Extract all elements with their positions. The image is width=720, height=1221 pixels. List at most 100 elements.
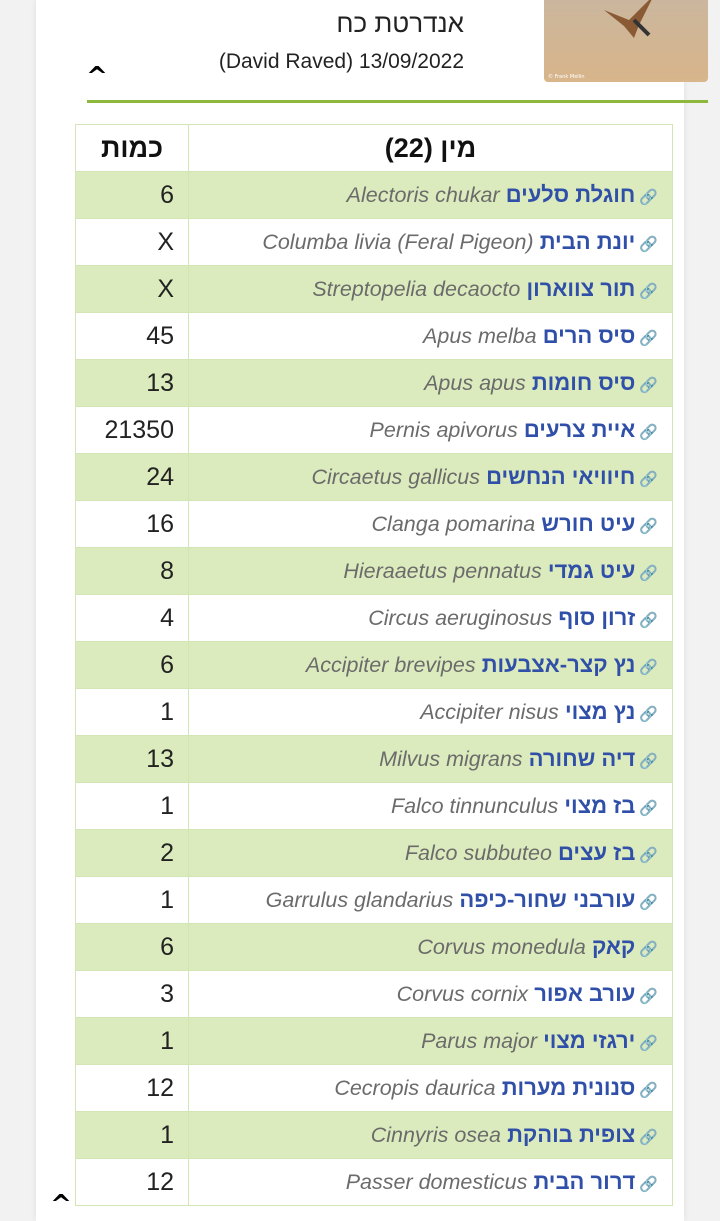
species-latin: Circus aeruginosus [368,606,553,630]
species-cell: 🔗בז מצוי Falco tinnunculus [188,782,673,830]
species-hebrew-link[interactable]: נץ מצוי [564,699,636,724]
link-icon[interactable]: 🔗 [639,941,658,958]
species-hebrew-link[interactable]: עורבני שחור-כיפה [459,887,636,912]
species-hebrew-link[interactable]: ירגזי מצוי [543,1028,636,1053]
table-row: 🔗חיוויאי הנחשים Circaetus gallicus 24 [75,453,673,501]
table-row: 🔗בז עצים Falco subbuteo 2 [75,829,673,877]
link-icon[interactable]: 🔗 [639,236,658,253]
table-row: 🔗צופית בוהקת Cinnyris osea 1 [75,1111,673,1159]
qty-cell: 8 [75,547,189,595]
qty-cell: 21350 [75,406,189,454]
link-icon[interactable]: 🔗 [639,847,658,864]
divider [87,100,708,103]
link-icon[interactable]: 🔗 [639,800,658,817]
species-cell: 🔗נץ קצר-אצבעות Accipiter brevipes [188,641,673,689]
species-hebrew-link[interactable]: נץ קצר-אצבעות [481,652,636,677]
species-latin: Corvus monedula [417,935,586,959]
species-hebrew-link[interactable]: יונת הבית [539,229,636,254]
species-latin: Apus melba [423,324,537,348]
species-latin: Falco subbuteo [404,841,552,865]
link-icon[interactable]: 🔗 [639,189,658,206]
link-icon[interactable]: 🔗 [639,518,658,535]
species-cell: 🔗דרור הבית Passer domesticus [188,1158,673,1206]
link-icon[interactable]: 🔗 [639,471,658,488]
link-icon[interactable]: 🔗 [639,894,658,911]
qty-cell: 12 [75,1158,189,1206]
species-latin: Cecropis daurica [334,1076,496,1100]
link-icon[interactable]: 🔗 [639,377,658,394]
species-latin: Falco tinnunculus [390,794,559,818]
species-cell: 🔗קאק Corvus monedula [188,923,673,971]
species-hebrew-link[interactable]: עורב אפור [534,981,636,1006]
species-hebrew-link[interactable]: סיס חומות [531,370,636,395]
table-row: 🔗חוגלת סלעים Alectoris chukar 6 [75,171,673,219]
species-cell: 🔗עורבני שחור-כיפה Garrulus glandarius [188,876,673,924]
link-icon[interactable]: 🔗 [639,706,658,723]
species-cell: 🔗עורב אפור Corvus cornix [188,970,673,1018]
link-icon[interactable]: 🔗 [639,659,658,676]
link-icon[interactable]: 🔗 [639,424,658,441]
table-row: 🔗עיט חורש Clanga pomarina 16 [75,500,673,548]
species-hebrew-link[interactable]: חוגלת סלעים [505,182,636,207]
table-row: 🔗סיס חומות Apus apus 13 [75,359,673,407]
table-row: 🔗קאק Corvus monedula 6 [75,923,673,971]
species-hebrew-link[interactable]: סנונית מערות [501,1075,636,1100]
link-icon[interactable]: 🔗 [639,988,658,1005]
species-cell: 🔗עיט גמדי Hieraaetus pennatus [188,547,673,595]
link-icon[interactable]: 🔗 [639,565,658,582]
species-hebrew-link[interactable]: זרון סוף [558,605,636,630]
species-latin: Passer domesticus [345,1170,528,1194]
qty-cell: 45 [75,312,189,360]
link-icon[interactable]: 🔗 [639,1082,658,1099]
species-cell: 🔗ירגזי מצוי Parus major [188,1017,673,1065]
species-latin: Accipiter brevipes [305,653,476,677]
header-species: מין (22) [188,124,673,172]
collapse-chevron-up-icon-bottom[interactable]: ^ [50,1190,72,1220]
species-hebrew-link[interactable]: תור צווארון [526,276,636,301]
species-hebrew-link[interactable]: איית צרעים [523,417,636,442]
species-photo[interactable]: © Frank Mellin [544,0,708,82]
link-icon[interactable]: 🔗 [639,612,658,629]
qty-cell: 16 [75,500,189,548]
species-latin: Corvus cornix [396,982,529,1006]
species-hebrew-link[interactable]: בז מצוי [564,793,636,818]
link-icon[interactable]: 🔗 [639,283,658,300]
species-latin: Hieraaetus pennatus [343,559,542,583]
table-row: 🔗עורבני שחור-כיפה Garrulus glandarius 1 [75,876,673,924]
table-row: 🔗זרון סוף Circus aeruginosus 4 [75,594,673,642]
species-hebrew-link[interactable]: דרור הבית [533,1169,636,1194]
species-cell: 🔗דיה שחורה Milvus migrans [188,735,673,783]
species-cell: 🔗בז עצים Falco subbuteo [188,829,673,877]
species-latin: Parus major [421,1029,537,1053]
species-hebrew-link[interactable]: דיה שחורה [528,746,636,771]
qty-cell: 3 [75,970,189,1018]
qty-cell: X [75,265,189,313]
collapse-chevron-up-icon[interactable]: ^ [86,62,108,92]
qty-cell: 6 [75,641,189,689]
species-hebrew-link[interactable]: סיס הרים [542,323,636,348]
species-latin: Milvus migrans [379,747,523,771]
qty-cell: 2 [75,829,189,877]
link-icon[interactable]: 🔗 [639,1035,658,1052]
species-cell: 🔗חיוויאי הנחשים Circaetus gallicus [188,453,673,501]
qty-cell: 1 [75,782,189,830]
species-cell: 🔗חוגלת סלעים Alectoris chukar [188,171,673,219]
species-cell: 🔗סיס חומות Apus apus [188,359,673,407]
link-icon[interactable]: 🔗 [639,1129,658,1146]
qty-cell: 4 [75,594,189,642]
species-hebrew-link[interactable]: עיט גמדי [547,558,636,583]
table-row: 🔗יונת הבית Columba livia (Feral Pigeon) X [75,218,673,266]
species-hebrew-link[interactable]: בז עצים [558,840,636,865]
table-row: 🔗סיס הרים Apus melba 45 [75,312,673,360]
link-icon[interactable]: 🔗 [639,330,658,347]
species-hebrew-link[interactable]: עיט חורש [541,511,636,536]
species-latin: Garrulus glandarius [265,888,454,912]
species-cell: 🔗סנונית מערות Cecropis daurica [188,1064,673,1112]
table-row: 🔗איית צרעים Pernis apivorus 21350 [75,406,673,454]
link-icon[interactable]: 🔗 [639,753,658,770]
link-icon[interactable]: 🔗 [639,1176,658,1193]
date-observer: (David Raved) 13/09/2022 [218,50,464,73]
species-hebrew-link[interactable]: קאק [591,934,636,959]
species-hebrew-link[interactable]: צופית בוהקת [507,1122,636,1147]
species-hebrew-link[interactable]: חיוויאי הנחשים [486,464,636,489]
